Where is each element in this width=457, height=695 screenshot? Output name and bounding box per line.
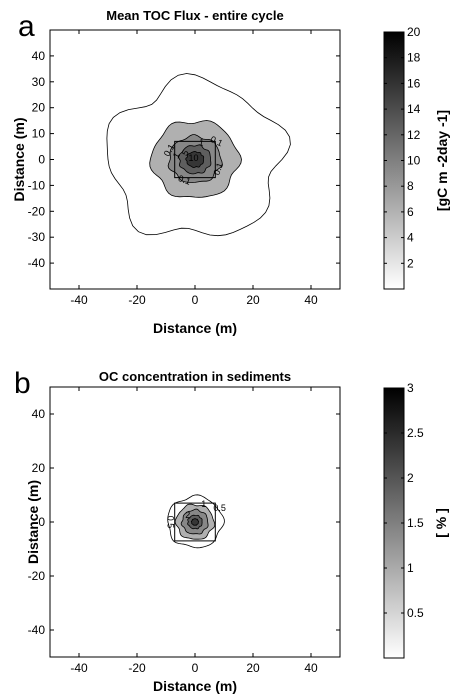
y-axis-label: Distance (m) (11, 117, 27, 201)
y-tick-label: 30 (32, 75, 46, 89)
contour-level-2.5 (190, 518, 199, 526)
cage-square (174, 140, 216, 179)
panel-label: a (18, 10, 35, 43)
contour-label: 10 (189, 153, 199, 163)
x-tick-label: -20 (128, 293, 146, 307)
contour-label: 2 (185, 510, 190, 520)
y-tick-label: -40 (28, 256, 46, 270)
contour-label: 0.1 (209, 134, 225, 148)
panel-label: b (14, 367, 31, 400)
colorbar-tick-label: 10 (407, 154, 421, 168)
colorbar-tick-label: 4 (407, 231, 414, 245)
x-tick-label: 40 (304, 661, 318, 675)
y-tick-label: -10 (28, 178, 46, 192)
colorbar-tick-label: 2 (407, 471, 414, 485)
contour-label: 5 (180, 148, 191, 157)
colorbar-tick-label: 16 (407, 76, 421, 90)
contour-group (167, 494, 225, 549)
y-tick-label: -30 (28, 230, 46, 244)
cage-square (174, 502, 216, 542)
colorbar-tick-label: 1.5 (407, 516, 424, 530)
y-tick-label: 0 (38, 153, 45, 167)
x-tick-label: -40 (70, 293, 88, 307)
contour-label: 1 (201, 499, 206, 509)
contour-level-15 (185, 150, 205, 169)
x-tick-label: -20 (128, 661, 146, 675)
colorbar-label: [gC m -2day -1] (434, 110, 450, 211)
colorbar-tick-label: 1 (407, 561, 414, 575)
chart-title: Mean TOC Flux - entire cycle (106, 8, 283, 23)
x-tick-label: 0 (192, 293, 199, 307)
colorbar-tick-label: 8 (407, 179, 414, 193)
x-tick-label: 0 (192, 661, 199, 675)
contour-label: 1 (198, 137, 205, 148)
colorbar-tick-label: 14 (407, 102, 421, 116)
y-tick-label: 20 (32, 101, 46, 115)
x-axis-label: Distance (m) (153, 320, 237, 336)
contour-label: 0.5 (213, 503, 226, 513)
colorbar-tick-label: 18 (407, 51, 421, 65)
colorbar-tick-label: 2.5 (407, 426, 424, 440)
x-tick-label: 20 (246, 293, 260, 307)
colorbar-tick-label: 2 (407, 256, 414, 270)
y-tick-label: 10 (32, 127, 46, 141)
y-tick-label: -40 (28, 623, 46, 637)
y-tick-label: 40 (32, 407, 46, 421)
y-tick-label: 40 (32, 49, 46, 63)
panel-a: a Mean TOC Flux - entire cycle0.10.10.10.… (11, 8, 450, 336)
y-axis-label: Distance (m) (25, 480, 41, 564)
x-axis-label: Distance (m) (153, 678, 237, 694)
chart-title: OC concentration in sediments (99, 369, 291, 384)
colorbar-label: [ % ] (433, 508, 449, 538)
colorbar-tick-label: 3 (407, 381, 414, 395)
y-tick-label: 20 (32, 461, 46, 475)
contour-label: 0.1 (211, 161, 225, 176)
panel-b: b OC concentration in sediments 0.5 0.5 1 2 -4… (14, 367, 449, 694)
x-tick-label: 20 (246, 661, 260, 675)
colorbar-tick-label: 20 (407, 25, 421, 39)
y-tick-label: -20 (28, 569, 46, 583)
contour-group (106, 73, 291, 237)
colorbar-tick-label: 6 (407, 205, 414, 219)
x-tick-label: 40 (304, 293, 318, 307)
contour-label: 0.1 (177, 173, 192, 187)
x-tick-label: -40 (70, 661, 88, 675)
colorbar-tick-label: 12 (407, 128, 421, 142)
contour-label: 1 (171, 151, 182, 160)
y-tick-label: 0 (38, 515, 45, 529)
contour-label: 0.5 (165, 516, 175, 529)
colorbar-tick-label: 0.5 (407, 606, 424, 620)
y-tick-label: -20 (28, 204, 46, 218)
